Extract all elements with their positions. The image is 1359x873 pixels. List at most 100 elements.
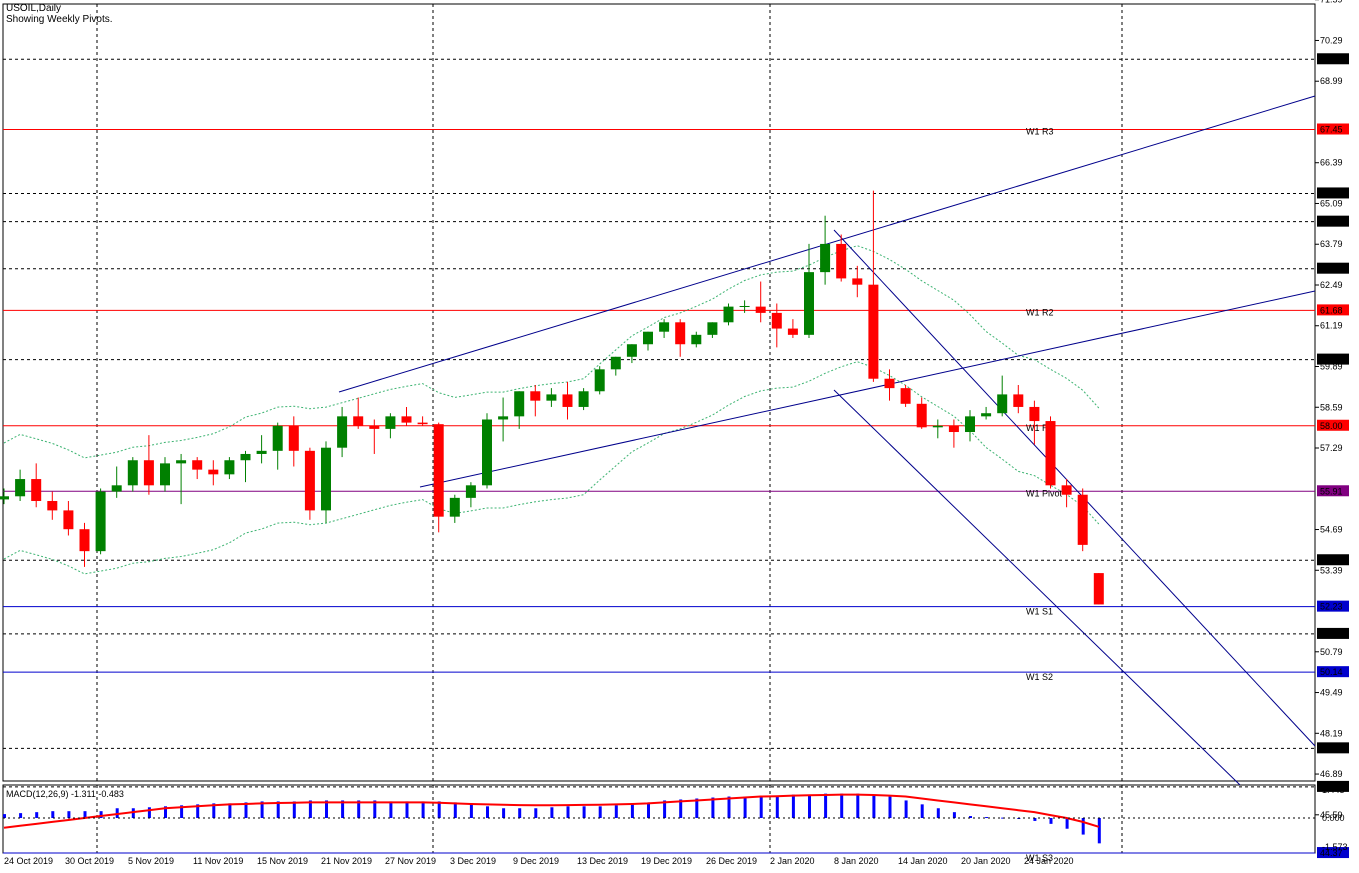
candle-body — [884, 378, 895, 389]
date-tick-label: 24 Jan 2020 — [1024, 856, 1074, 866]
candle-body — [948, 425, 959, 433]
macd-bar — [711, 797, 715, 818]
pivot-label-box — [1317, 419, 1349, 431]
pivot-label-box — [1317, 666, 1349, 678]
date-tick-label: 21 Nov 2019 — [321, 856, 372, 866]
macd-bar — [759, 795, 763, 818]
candle-body — [852, 278, 863, 285]
level-label: 64.51 — [1320, 217, 1343, 227]
candle-body — [111, 485, 122, 492]
macd-bar — [824, 793, 828, 818]
macd-tick-label: -1.573 — [1322, 842, 1348, 852]
main-pane-frame — [2, 3, 1316, 782]
macd-bar — [743, 796, 747, 818]
candle-body — [47, 500, 58, 511]
level-label-box — [1317, 53, 1349, 65]
candle-body — [63, 510, 74, 530]
candle-body — [1077, 494, 1088, 545]
candle-body — [321, 447, 331, 511]
pivot-value-label: 58.00 — [1320, 421, 1343, 431]
candle-body — [1093, 573, 1104, 605]
price-tick-label: 71.59 — [1320, 0, 1343, 5]
channel-line — [419, 290, 1316, 488]
price-tick-label: 62.49 — [1320, 280, 1343, 290]
pivot-label: W1 Pivot — [1026, 488, 1063, 498]
candle-body — [1045, 421, 1056, 486]
macd-bar — [292, 801, 296, 818]
macd-bar — [357, 800, 361, 818]
macd-bar — [502, 808, 506, 818]
level-label-box — [1317, 742, 1349, 754]
level-label: 46.48 — [1320, 782, 1343, 792]
candle-body — [836, 243, 847, 279]
macd-bar — [679, 799, 683, 818]
macd-bar — [164, 806, 167, 818]
macd-bar — [405, 801, 409, 818]
price-tick-label: 70.29 — [1320, 35, 1343, 45]
macd-bar — [1097, 818, 1101, 844]
macd-bar — [904, 800, 908, 818]
macd-bar — [276, 801, 280, 818]
date-tick-label: 27 Nov 2019 — [385, 856, 436, 866]
price-tick-label: 50.79 — [1320, 647, 1343, 657]
price-tick-label: 61.19 — [1320, 321, 1343, 331]
macd-bar — [920, 804, 924, 818]
candle-body — [771, 312, 782, 329]
macd-bar — [518, 808, 522, 818]
macd-pane-frame — [2, 784, 1316, 854]
candle-body — [820, 243, 831, 273]
macd-bar — [325, 800, 328, 818]
macd-bar — [647, 802, 650, 818]
candle-body — [176, 460, 187, 464]
macd-bar — [35, 812, 39, 818]
pivot-label: W1 S3 — [1026, 853, 1053, 863]
candle-body — [643, 331, 653, 345]
date-tick-label: 3 Dec 2019 — [450, 856, 496, 866]
candle-body — [691, 334, 702, 345]
macd-bar — [727, 796, 731, 818]
macd-bar — [985, 817, 989, 819]
macd-bar — [566, 806, 570, 818]
candle-body — [337, 416, 348, 448]
date-tick-label: 30 Oct 2019 — [65, 856, 114, 866]
candle-body — [385, 416, 396, 429]
candle-body — [272, 425, 283, 451]
macd-bar — [630, 803, 634, 818]
pivot-label: W1 R3 — [1026, 126, 1054, 136]
candle-body — [31, 479, 42, 501]
level-label: 53.71 — [1320, 555, 1343, 565]
candle-body — [433, 424, 444, 517]
candle-body — [192, 460, 203, 470]
macd-bar — [1001, 817, 1005, 819]
macd-bar — [808, 794, 811, 818]
candle-body — [143, 460, 154, 486]
date-tick-label: 9 Dec 2019 — [513, 856, 559, 866]
macd-bar — [421, 801, 425, 818]
level-label: 60.11 — [1320, 355, 1342, 365]
price-tick-label: 53.39 — [1320, 565, 1343, 575]
pivot-label-box — [1317, 123, 1349, 135]
candle-body — [498, 416, 509, 420]
date-tick-label: 19 Dec 2019 — [641, 856, 692, 866]
macd-bar — [437, 801, 441, 818]
candle-body — [626, 344, 637, 357]
candle-body — [578, 391, 589, 407]
candle-body — [15, 479, 26, 497]
macd-bar — [453, 802, 457, 818]
candle-body — [79, 529, 90, 552]
macd-bar — [550, 807, 554, 818]
candle-body — [1029, 406, 1040, 422]
macd-bar — [373, 800, 377, 818]
candle-body — [900, 388, 911, 404]
macd-bar — [51, 811, 55, 818]
macd-bar — [196, 804, 200, 818]
macd-bar — [534, 808, 538, 818]
candle-body — [240, 453, 251, 461]
macd-bar — [598, 806, 602, 818]
date-tick-label: 13 Dec 2019 — [577, 856, 628, 866]
price-tick-label: 54.69 — [1320, 525, 1343, 535]
channel-line — [833, 229, 1316, 747]
candle-body — [868, 284, 879, 379]
macd-bar — [260, 801, 264, 818]
